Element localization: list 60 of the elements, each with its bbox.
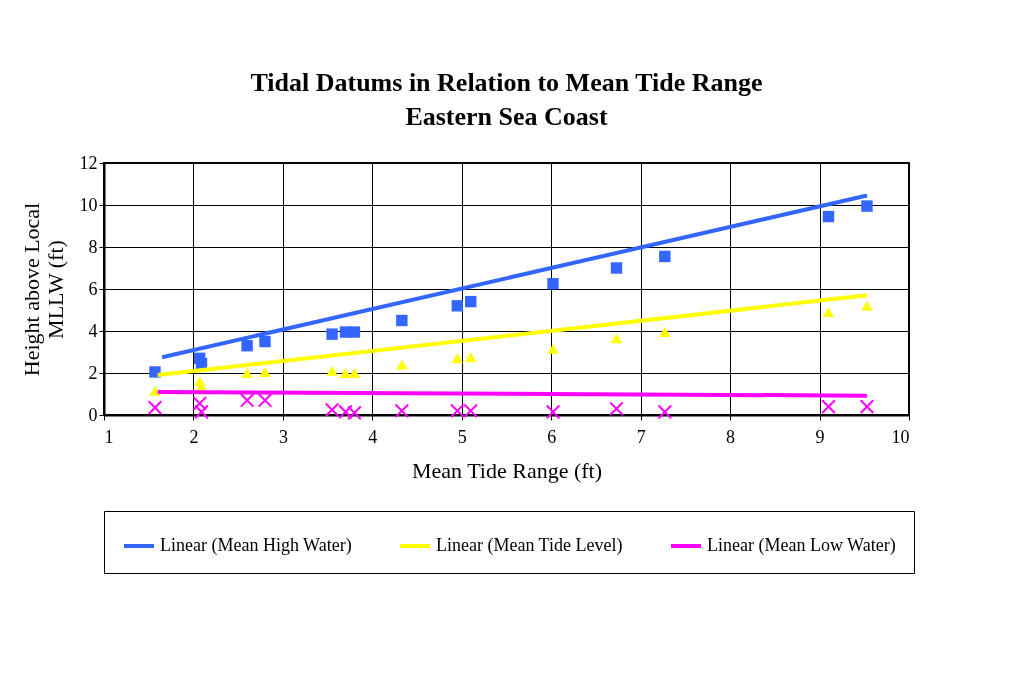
x-axis-title: Mean Tide Range (ft) [411,457,603,483]
point [610,262,623,274]
legend-label: Linear (Mean High Water) [160,535,352,556]
x-tick-label: 8 [726,426,736,447]
point [239,392,255,408]
y-tick-label: 8 [88,236,98,257]
point [194,404,209,420]
x-tick-label: 6 [547,426,557,447]
point [241,340,253,352]
point [822,307,835,318]
point [659,250,671,263]
point [259,335,271,348]
point [465,295,477,308]
point [547,278,559,290]
x-tick-label: 4 [368,426,378,447]
x-tick-label: 3 [278,426,288,447]
point [861,200,873,212]
point [149,385,161,396]
point [259,367,271,377]
point [241,368,253,378]
point [451,300,464,312]
y-tick-label: 12 [79,152,98,173]
point [396,359,408,370]
legend-label: Linear (Mean Tide Level) [436,535,623,556]
chart-subtitle: Eastern Sea Coast [405,102,608,131]
point [609,401,624,417]
y-tick-label: 2 [88,362,98,383]
point [326,365,338,376]
point [326,328,338,340]
point [257,392,273,408]
point [465,352,477,363]
y-axis-title: Height above Local MLLW (ft) [18,202,68,377]
point [149,366,161,378]
point [192,396,208,411]
point [147,400,163,415]
y-tick-label: 10 [79,194,98,215]
point [859,399,875,414]
point [657,404,673,420]
point [451,353,464,364]
point [394,403,410,419]
point [547,343,559,354]
x-tick-label: 2 [189,426,199,447]
y-tick-label: 6 [88,278,98,299]
y-tick-label: 0 [88,404,98,425]
point [396,314,408,327]
point [861,300,873,311]
point [659,327,671,337]
point [822,210,835,223]
x-tick-label: 7 [636,426,646,447]
x-tick-label: 9 [815,426,825,447]
point [610,333,623,344]
point [348,326,361,338]
y-tick-label: 4 [88,320,98,341]
point [821,399,836,414]
x-tick-label: 5 [457,426,467,447]
legend-label: Linear (Mean Low Water) [707,535,896,556]
x-tick-label: 10 [891,426,910,447]
point [545,404,561,420]
chart-title: Tidal Datums in Relation to Mean Tide Range [250,68,763,97]
x-tick-label: 1 [104,426,114,447]
